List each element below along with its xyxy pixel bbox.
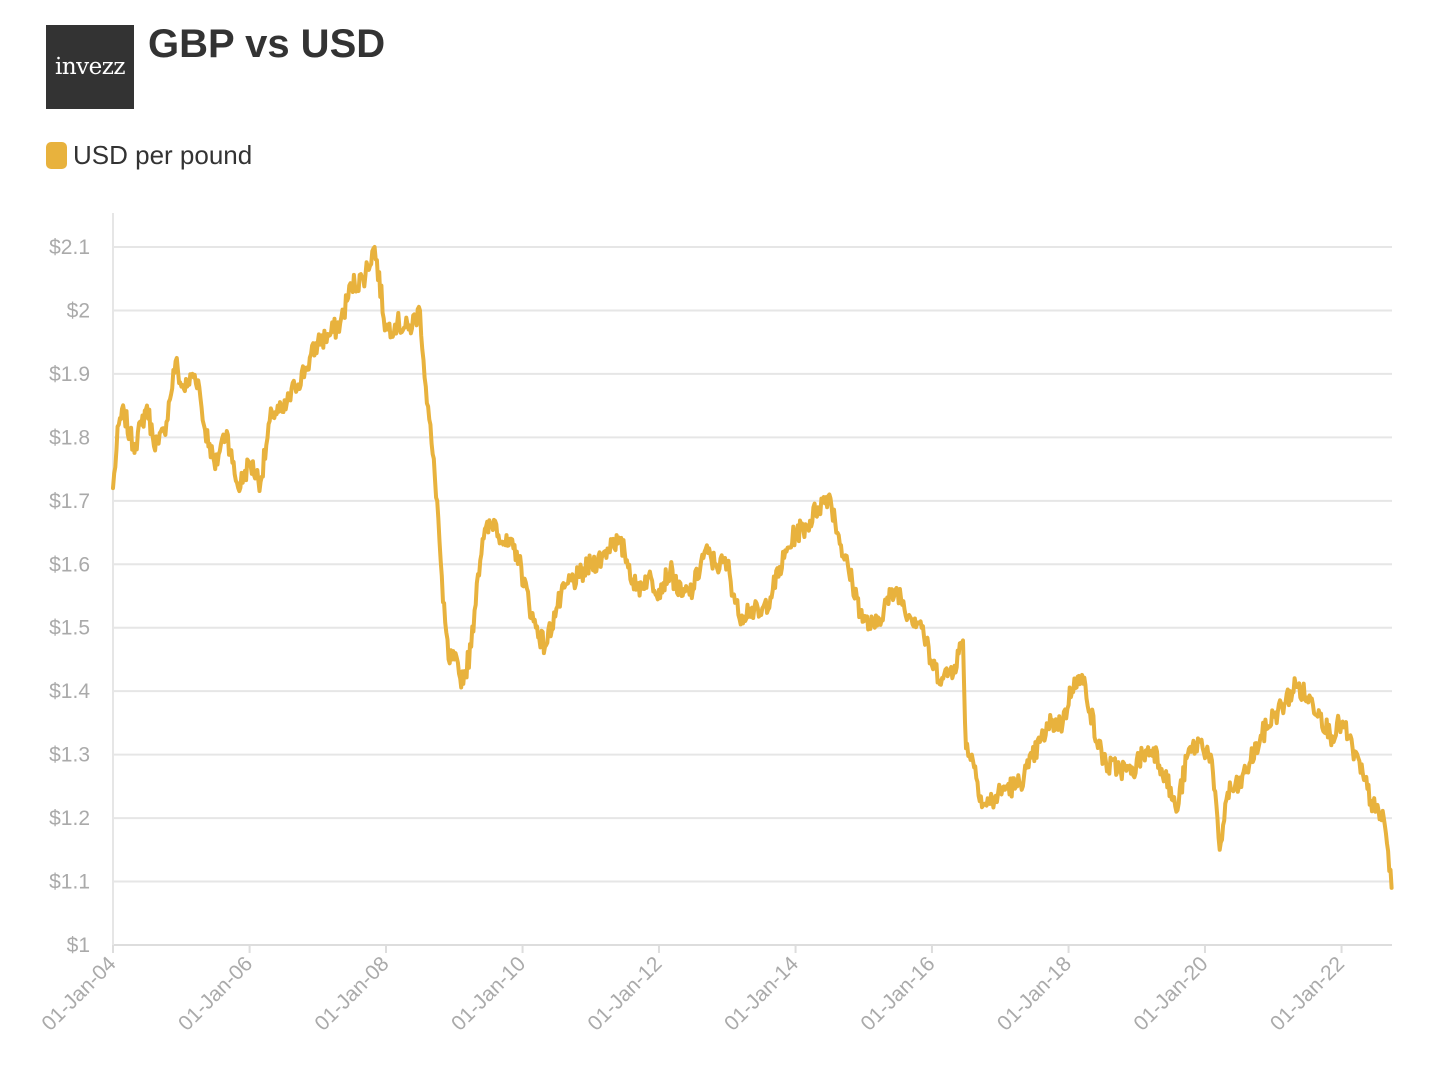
y-tick-label: $1 [67, 934, 90, 957]
x-tick-label: 01-Jan-08 [310, 952, 393, 1035]
legend-label: USD per pound [73, 140, 253, 170]
x-tick-label: 01-Jan-20 [1129, 952, 1212, 1035]
x-tick-label: 01-Jan-18 [993, 952, 1076, 1035]
x-tick-label: 01-Jan-04 [37, 952, 120, 1035]
x-tick-label: 01-Jan-06 [174, 952, 257, 1035]
series-line-usd-per-pound [111, 245, 1394, 890]
y-tick-label: $1.5 [49, 617, 90, 640]
y-tick-label: $1.3 [49, 744, 90, 767]
chart-title: GBP vs USD [148, 22, 386, 66]
x-tick-label: 01-Jan-12 [583, 952, 666, 1035]
y-tick-label: $1.6 [49, 553, 90, 576]
y-tick-label: $1.2 [49, 807, 90, 830]
y-tick-label: $1.7 [49, 490, 90, 513]
chart-legend: USD per pound [46, 140, 252, 171]
y-tick-label: $1.8 [49, 426, 90, 449]
x-tick-label: 01-Jan-10 [447, 952, 530, 1035]
y-tick-label: $1.1 [49, 871, 90, 894]
y-tick-label: $2 [67, 299, 90, 322]
logo-text: invezz [54, 54, 126, 80]
x-tick-label: 01-Jan-16 [856, 952, 939, 1035]
y-tick-label: $1.4 [49, 680, 90, 703]
invezz-logo: invezz [46, 25, 134, 109]
y-tick-label: $1.9 [49, 363, 90, 386]
x-tick-label: 01-Jan-14 [720, 952, 803, 1035]
legend-swatch [46, 142, 67, 169]
y-tick-label: $2.1 [49, 236, 90, 259]
x-tick-label: 01-Jan-22 [1266, 952, 1349, 1035]
